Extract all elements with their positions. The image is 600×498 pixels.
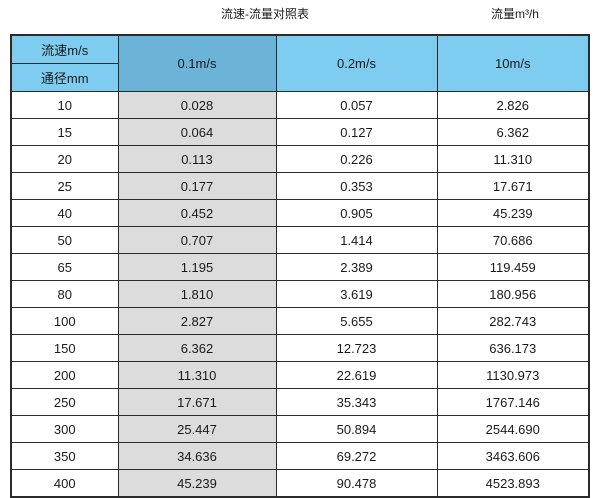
- table-row: 200 11.310 22.619 1130.973: [10, 361, 590, 389]
- corner-header-velocity: 流速m/s: [10, 34, 119, 64]
- cell-v02: 5.655: [275, 307, 438, 335]
- corner-header-diameter: 通径mm: [10, 63, 119, 92]
- cell-v02: 1.414: [275, 226, 438, 254]
- table-row: 50 0.707 1.414 70.686: [10, 226, 590, 254]
- cell-v02: 12.723: [275, 334, 438, 362]
- cell-v01: 1.195: [117, 253, 277, 281]
- cell-v10: 17.671: [436, 172, 590, 200]
- cell-dn: 400: [10, 469, 119, 498]
- cell-v01: 0.028: [117, 91, 277, 119]
- table-row: 100 2.827 5.655 282.743: [10, 307, 590, 335]
- cell-v01: 0.064: [117, 118, 277, 146]
- cell-v02: 0.127: [275, 118, 438, 146]
- table-row: 65 1.195 2.389 119.459: [10, 253, 590, 281]
- header-row-top: 流速m/s 0.1m/s 0.2m/s 10m/s: [10, 34, 590, 92]
- table-row: 15 0.064 0.127 6.362: [10, 118, 590, 146]
- cell-v10: 2544.690: [436, 415, 590, 443]
- cell-dn: 150: [10, 334, 119, 362]
- cell-dn: 65: [10, 253, 119, 281]
- cell-v10: 282.743: [436, 307, 590, 335]
- cell-v01: 0.707: [117, 226, 277, 254]
- cell-v01: 34.636: [117, 442, 277, 470]
- cell-v10: 119.459: [436, 253, 590, 281]
- cell-v10: 70.686: [436, 226, 590, 254]
- cell-dn: 20: [10, 145, 119, 173]
- flow-table-wrapper: 流速m/s 0.1m/s 0.2m/s 10m/s 通径mm 10 0.028 …: [10, 34, 590, 498]
- cell-dn: 250: [10, 388, 119, 416]
- table-row: 20 0.113 0.226 11.310: [10, 145, 590, 173]
- table-row: 400 45.239 90.478 4523.893: [10, 469, 590, 498]
- table-row: 40 0.452 0.905 45.239: [10, 199, 590, 227]
- cell-v10: 6.362: [436, 118, 590, 146]
- cell-v02: 0.353: [275, 172, 438, 200]
- table-body: 流速m/s 0.1m/s 0.2m/s 10m/s 通径mm 10 0.028 …: [10, 34, 590, 498]
- table-row: 150 6.362 12.723 636.173: [10, 334, 590, 362]
- cell-v10: 3463.606: [436, 442, 590, 470]
- column-header-0: 0.1m/s: [117, 34, 277, 92]
- cell-v01: 1.810: [117, 280, 277, 308]
- cell-v01: 45.239: [117, 469, 277, 498]
- cell-dn: 100: [10, 307, 119, 335]
- cell-v02: 0.226: [275, 145, 438, 173]
- cell-v01: 0.452: [117, 199, 277, 227]
- cell-v01: 0.113: [117, 145, 277, 173]
- cell-v02: 0.057: [275, 91, 438, 119]
- cell-v10: 1130.973: [436, 361, 590, 389]
- unit-label: 流量m³/h: [490, 7, 539, 21]
- table-row: 25 0.177 0.353 17.671: [10, 172, 590, 200]
- table-row: 350 34.636 69.272 3463.606: [10, 442, 590, 470]
- cell-v10: 636.173: [436, 334, 590, 362]
- table-row: 80 1.810 3.619 180.956: [10, 280, 590, 308]
- cell-v02: 0.905: [275, 199, 438, 227]
- caption-row: 流速-流量对照表 流量m³/h: [0, 0, 600, 34]
- cell-v10: 4523.893: [436, 469, 590, 498]
- cell-dn: 10: [10, 91, 119, 119]
- cell-v02: 2.389: [275, 253, 438, 281]
- cell-v10: 1767.146: [436, 388, 590, 416]
- table-row: 250 17.671 35.343 1767.146: [10, 388, 590, 416]
- cell-v02: 90.478: [275, 469, 438, 498]
- cell-dn: 80: [10, 280, 119, 308]
- cell-v01: 2.827: [117, 307, 277, 335]
- cell-v02: 50.894: [275, 415, 438, 443]
- cell-v10: 2.826: [436, 91, 590, 119]
- cell-dn: 15: [10, 118, 119, 146]
- header-row-bottom: 通径mm: [10, 63, 589, 92]
- cell-v10: 11.310: [436, 145, 590, 173]
- cell-dn: 300: [10, 415, 119, 443]
- column-header-2: 10m/s: [436, 34, 590, 92]
- cell-v02: 35.343: [275, 388, 438, 416]
- page-title: 流速-流量对照表: [221, 7, 309, 21]
- cell-v10: 180.956: [436, 280, 590, 308]
- cell-v02: 3.619: [275, 280, 438, 308]
- cell-v02: 22.619: [275, 361, 438, 389]
- cell-v01: 6.362: [117, 334, 277, 362]
- cell-dn: 25: [10, 172, 119, 200]
- cell-v02: 69.272: [275, 442, 438, 470]
- cell-v01: 11.310: [117, 361, 277, 389]
- flow-rate-table: 流速m/s 0.1m/s 0.2m/s 10m/s 通径mm 10 0.028 …: [10, 34, 590, 498]
- cell-v01: 25.447: [117, 415, 277, 443]
- cell-dn: 200: [10, 361, 119, 389]
- table-row: 10 0.028 0.057 2.826: [10, 91, 590, 119]
- cell-v01: 0.177: [117, 172, 277, 200]
- cell-dn: 350: [10, 442, 119, 470]
- cell-dn: 50: [10, 226, 119, 254]
- cell-dn: 40: [10, 199, 119, 227]
- cell-v10: 45.239: [436, 199, 590, 227]
- table-row: 300 25.447 50.894 2544.690: [10, 415, 590, 443]
- cell-v01: 17.671: [117, 388, 277, 416]
- column-header-1: 0.2m/s: [275, 34, 438, 92]
